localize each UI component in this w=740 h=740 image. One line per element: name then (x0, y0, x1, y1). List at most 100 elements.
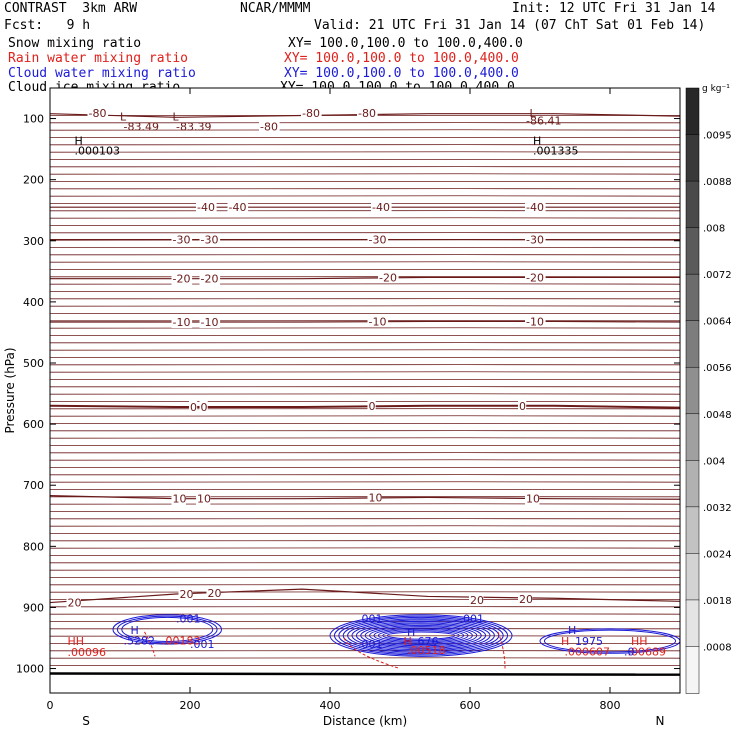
extremum-label: .5282 (124, 634, 156, 647)
extremum-label: HH (68, 635, 85, 648)
field-rain-name: Rain water mixing ratio (8, 51, 189, 66)
colorbar-swatch (685, 320, 700, 368)
contour-label: -80 (89, 107, 107, 120)
contour-label-bg (171, 233, 193, 246)
colorbar-label: .0088 (703, 177, 732, 188)
contour-label-bg (525, 492, 540, 505)
extremum-label: .00096 (68, 646, 107, 659)
colorbar-label: .0064 (703, 317, 732, 328)
contour-label: -20 (379, 271, 397, 284)
field-cloudwater-name: Cloud water mixing ratio (8, 66, 196, 81)
colorbar-label: .0095 (703, 131, 732, 142)
extremum-label: .000103 (75, 144, 121, 157)
contour-label-bg (525, 201, 546, 214)
y-tick-label: 700 (23, 479, 44, 492)
contour-label: 20 (470, 594, 484, 607)
contour-label-bg (518, 592, 533, 605)
contour-label-bg (378, 271, 399, 284)
y-tick-label: 300 (23, 235, 44, 248)
contour-label-bg (367, 233, 389, 246)
isotherm-line (49, 144, 681, 146)
cloud-water-contour (377, 628, 465, 643)
y-tick-label: 100 (23, 113, 44, 126)
extremum-label: HH (631, 635, 648, 648)
cloud-water-contour (364, 624, 478, 647)
contour-label: -20 (173, 273, 191, 286)
isotherm-line (49, 628, 681, 630)
isotherm-line (49, 232, 681, 234)
temperature-contour (50, 276, 680, 280)
contour-label-bg (518, 399, 527, 412)
extremum-label: .001 (176, 612, 201, 625)
contour-label-bg (301, 107, 322, 120)
extremum-label: -83.39 (176, 121, 211, 134)
contour-label: -10 (201, 316, 219, 329)
x-tick-label: 800 (600, 699, 621, 712)
colorbar-swatch (685, 87, 700, 136)
contour-label-bg (259, 120, 280, 133)
isotherm-line (49, 276, 681, 278)
isotherm-line (49, 166, 681, 168)
x-tick-label: 400 (320, 699, 341, 712)
extremum-label: H (131, 624, 139, 637)
valid-time: Valid: 21 UTC Fri 31 Jan 14 (07 ChT Sat … (314, 18, 706, 33)
contour-label: -40 (197, 201, 215, 214)
contour-label: -20 (201, 273, 219, 286)
field-rain-xy: XY= 100.0,100.0 to 100.0,400.0 (284, 51, 519, 66)
isotherm-line (49, 540, 681, 542)
extremum-label: H (404, 635, 412, 648)
contour-label: -40 (229, 201, 247, 214)
contour-label-bg (189, 401, 198, 413)
contour-label-bg (525, 271, 546, 284)
contour-label: 20 (208, 587, 222, 600)
colorbar-swatch (685, 460, 700, 508)
extremum-label: .001 (358, 612, 383, 625)
isotherm-line (49, 188, 681, 190)
cloud-water-contour (360, 623, 482, 648)
contour-label: -80 (302, 107, 320, 120)
contour-label: -80 (260, 121, 278, 134)
colorbar-label: .0048 (703, 410, 732, 421)
y-tick-label: 900 (23, 601, 44, 614)
field-snow-xy: XY= 100.0,100.0 to 100.0,400.0 (288, 36, 523, 51)
extremum-label: -83.49 (124, 121, 159, 134)
colorbar-swatch (685, 366, 700, 415)
cloud-water-contour (373, 627, 469, 644)
isotherm-line (49, 650, 681, 652)
colorbar-swatch (685, 506, 700, 555)
colorbar-label: .0008 (703, 642, 732, 653)
contour-label: 0 (190, 401, 197, 414)
isotherm-line (49, 254, 681, 256)
extremum-label: .001 (190, 638, 215, 651)
cloud-water-contour (333, 615, 509, 656)
extremum-label: .00518 (407, 644, 446, 657)
cloud-water-contour (338, 616, 504, 655)
isotherm-line (49, 210, 681, 212)
contour-label: 0 (201, 401, 208, 414)
cloud-water-contour (116, 615, 218, 644)
contour-label: -10 (369, 315, 387, 328)
isotherm-line (49, 496, 681, 498)
colorbar-swatch (685, 227, 700, 275)
cloud-water-contour (329, 614, 513, 657)
extremum-label: H (533, 135, 541, 148)
isotherm-line (49, 474, 681, 476)
isotherm-line (49, 298, 681, 300)
contour-label: -40 (526, 201, 544, 214)
x-end-right: N (656, 714, 665, 728)
contour-label-bg (199, 233, 221, 246)
contour-label: 20 (519, 593, 533, 606)
cloud-water-contour (121, 616, 214, 642)
temperature-contour (49, 404, 681, 409)
temperature-contour (49, 495, 681, 500)
contour-label: 10 (197, 493, 211, 506)
plot-area (50, 88, 680, 693)
temperature-contour (50, 320, 681, 323)
x-tick-label: 0 (47, 699, 54, 712)
extremum-label: .000607 (565, 645, 611, 658)
isotherm-line (49, 408, 681, 410)
colorbar-label: .008 (703, 224, 725, 235)
ground-line (49, 672, 681, 676)
contour-label-bg (196, 492, 211, 505)
